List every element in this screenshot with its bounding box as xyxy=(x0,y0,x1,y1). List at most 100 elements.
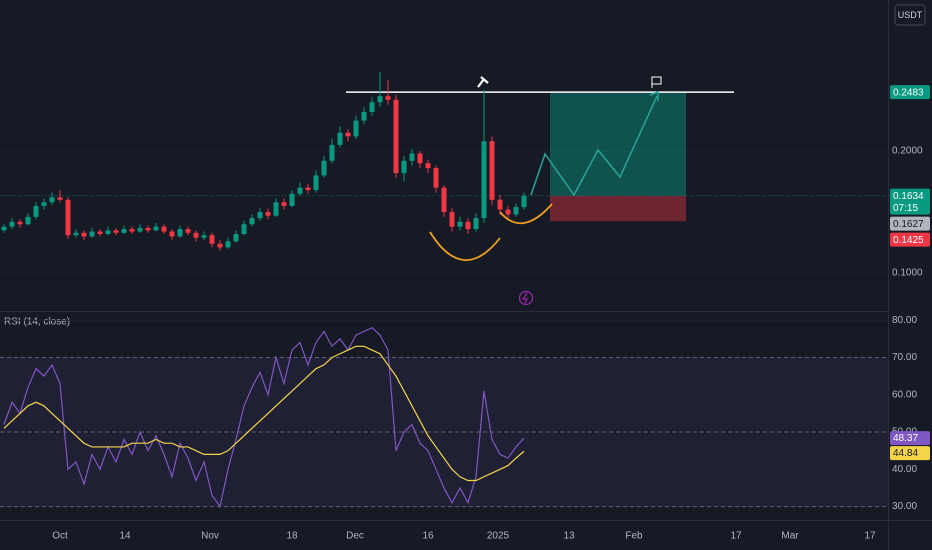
candle-body xyxy=(497,199,503,210)
candle-body xyxy=(81,232,87,237)
candle-body xyxy=(49,197,55,203)
x-tick-label: Oct xyxy=(52,531,68,542)
event-icon[interactable] xyxy=(518,290,534,306)
candle-body xyxy=(361,111,367,121)
candle-body xyxy=(257,212,263,219)
candle-body xyxy=(65,199,71,236)
candle-body xyxy=(409,153,415,161)
candle-body xyxy=(417,153,423,164)
cup-arc xyxy=(429,231,501,261)
candle-body xyxy=(121,229,127,233)
candle-body xyxy=(169,231,175,237)
target-badge xyxy=(890,85,930,100)
candle-body xyxy=(145,227,151,231)
candle-body xyxy=(89,231,95,237)
candle-body xyxy=(489,141,495,200)
rsi-title: RSI (14, close) xyxy=(4,317,70,328)
candle-body xyxy=(329,144,335,161)
x-tick-label: Feb xyxy=(625,531,643,542)
candle-body xyxy=(481,141,487,219)
y-tick-label: 80.00 xyxy=(892,315,917,326)
candle-body xyxy=(33,205,39,217)
candle-body xyxy=(225,241,231,248)
candle-body xyxy=(17,221,23,225)
candle-body xyxy=(385,96,391,100)
plot-layer: 0.1000 0.2000 Oct 14 Nov 18 Dec 16 2025 13 Feb 17 Ma… xyxy=(0,71,930,542)
y-tick-label: 60.00 xyxy=(892,389,917,400)
candle-body xyxy=(369,102,375,112)
candle-body xyxy=(25,216,31,225)
pane-separator xyxy=(0,311,888,312)
candle-body xyxy=(449,212,455,227)
candle-body xyxy=(241,224,247,234)
currency-button[interactable] xyxy=(894,4,926,26)
rsi-line xyxy=(3,326,525,509)
event-bolt xyxy=(521,292,528,304)
candle-body xyxy=(297,187,303,194)
candle-body xyxy=(321,160,327,176)
candle-body xyxy=(177,229,183,237)
candle-body xyxy=(433,168,439,188)
projection-path xyxy=(530,95,658,197)
x-tick-label: 13 xyxy=(563,531,575,542)
candle-body xyxy=(513,207,519,215)
candle-body xyxy=(41,202,47,206)
candle-body xyxy=(105,230,111,234)
candle-body xyxy=(1,226,7,231)
candle-body xyxy=(233,233,239,242)
candle-body xyxy=(393,99,399,173)
last-price-badge xyxy=(890,188,930,215)
candle-body xyxy=(217,243,223,248)
candle-body xyxy=(377,96,383,103)
y-tick-label: 70.00 xyxy=(892,352,917,363)
stop-badge-text: 0.1425 xyxy=(893,235,924,246)
candle-body xyxy=(289,193,295,206)
candle-body xyxy=(273,202,279,216)
candle-body xyxy=(129,229,135,232)
candle-body xyxy=(457,221,463,227)
rsi-line xyxy=(3,345,525,482)
stop-badge xyxy=(890,232,930,247)
currency-label: USDT xyxy=(898,10,923,20)
y-tick-label: 30.00 xyxy=(892,501,917,512)
x-tick-label: 18 xyxy=(286,531,298,542)
candle-body xyxy=(57,197,63,200)
x-tick-label: 14 xyxy=(119,531,131,542)
candle-body xyxy=(337,132,343,145)
prev-close-badge-text: 0.1627 xyxy=(893,219,924,230)
candle-body xyxy=(201,235,207,238)
candle-body xyxy=(353,120,359,137)
candle-body xyxy=(185,229,191,233)
candle-body xyxy=(113,230,119,233)
candle-body xyxy=(521,195,527,208)
candle-body xyxy=(193,232,199,238)
candle-body xyxy=(9,221,15,227)
candle-body xyxy=(137,227,143,232)
y-tick-label: 0.2000 xyxy=(892,146,923,157)
pin-icon xyxy=(477,76,489,88)
y-tick-label: 0.1000 xyxy=(892,268,923,279)
candle-body xyxy=(473,218,479,230)
time-axis-border xyxy=(0,520,932,521)
x-tick-label: 16 xyxy=(422,531,434,542)
candle-body xyxy=(153,226,159,231)
flag-icon xyxy=(651,76,662,88)
projection-arrowhead xyxy=(649,90,659,101)
candle-body xyxy=(161,226,167,232)
candle-body xyxy=(425,163,431,169)
candle-body xyxy=(345,132,351,137)
candle-body xyxy=(265,212,271,216)
handle-arc xyxy=(499,203,553,225)
target-badge-text: 0.2483 xyxy=(893,87,924,98)
rsi-badge xyxy=(890,431,930,446)
x-tick-label: Nov xyxy=(201,531,219,542)
countdown-text: 07:15 xyxy=(893,203,918,214)
x-tick-label: Dec xyxy=(346,531,364,542)
candle-body xyxy=(441,187,447,213)
candle-body xyxy=(97,231,103,234)
target-zone xyxy=(550,92,686,196)
x-tick-label: 17 xyxy=(864,531,876,542)
candle-body xyxy=(73,232,79,236)
